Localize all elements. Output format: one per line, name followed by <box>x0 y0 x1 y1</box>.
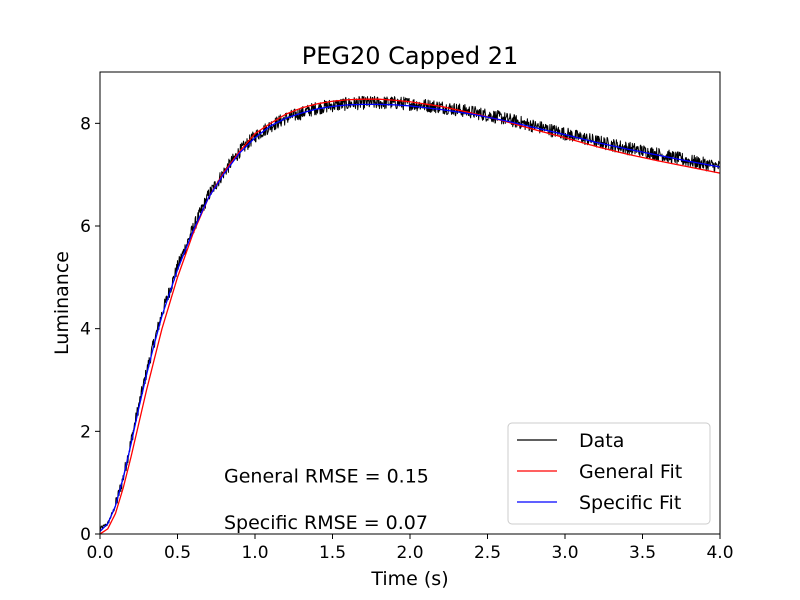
legend-items: Data General Fit Specific Fit <box>517 430 682 514</box>
y-axis-ticks: 0 2 4 6 8 <box>80 114 100 545</box>
y-tick-label: 4 <box>80 320 91 340</box>
series-layer <box>99 95 721 535</box>
y-axis-label: Luminance <box>51 251 73 355</box>
x-tick-label: 0.5 <box>164 543 191 563</box>
legend: Data General Fit Specific Fit <box>507 422 711 525</box>
x-tick-label: 2.5 <box>474 543 501 563</box>
chart-title: PEG20 Capped 21 <box>302 42 519 70</box>
x-tick-label: 3.5 <box>629 543 656 563</box>
x-axis-label: Time (s) <box>370 568 448 590</box>
y-tick-label: 2 <box>80 422 91 442</box>
legend-label-data: Data <box>579 430 624 452</box>
x-tick-label: 2.0 <box>396 543 423 563</box>
x-tick-label: 3.0 <box>551 543 578 563</box>
y-tick-label: 0 <box>80 525 91 545</box>
y-tick-label: 6 <box>80 217 91 237</box>
rmse-annotation: General RMSE = 0.15 <box>224 466 429 488</box>
annotations: General RMSE = 0.15 Specific RMSE = 0.07 <box>224 466 429 534</box>
series-line-data <box>99 95 721 530</box>
legend-label-general-fit: General Fit <box>579 461 682 483</box>
x-tick-label: 4.0 <box>706 543 733 563</box>
x-axis-ticks: 0.0 0.5 1.0 1.5 2.0 2.5 3.0 3.5 4.0 <box>86 534 734 563</box>
series-line-specific-fit <box>99 103 721 532</box>
x-tick-label: 0.0 <box>86 543 113 563</box>
y-tick-label: 8 <box>80 114 91 134</box>
rmse-annotation: Specific RMSE = 0.07 <box>224 512 428 534</box>
x-tick-label: 1.0 <box>241 543 268 563</box>
x-tick-label: 1.5 <box>319 543 346 563</box>
legend-label-specific-fit: Specific Fit <box>579 492 681 514</box>
legend-box <box>507 422 711 525</box>
